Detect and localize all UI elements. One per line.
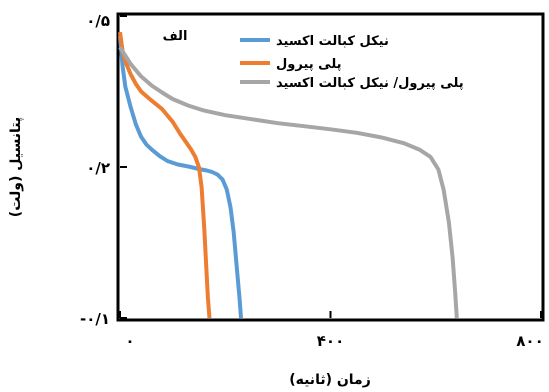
x-tick-label-0: ۰ <box>125 332 134 350</box>
series-layer <box>118 31 459 319</box>
legend: نیکل کبالت اکسید پلی پیرول پلی پیرول/ نی… <box>240 34 464 91</box>
series-line-0 <box>118 35 243 319</box>
x-axis-title: زمان (ثانیه) <box>289 372 371 388</box>
y-axis-title: پتانسیل (ولت) <box>8 117 24 217</box>
y-tick-label-0: ۰/۵ <box>86 12 110 30</box>
x-tick-label-1: ۴۰۰ <box>317 332 344 350</box>
x-tick-label-2: ۸۰۰ <box>516 332 543 350</box>
ticks-layer: ۰ ۴۰۰ ۸۰۰ ۰/۵ ۰/۲ -۰/۱ <box>80 12 544 350</box>
panel-label: الف <box>163 29 188 44</box>
legend-label-2: پلی پیرول/ نیکل کبالت اکسید <box>276 76 464 91</box>
series-line-2 <box>118 46 459 319</box>
plot-frame <box>116 12 545 322</box>
legend-label-1: پلی پیرول <box>276 57 342 72</box>
series-line-1 <box>118 31 212 319</box>
y-tick-label-1: ۰/۲ <box>86 159 110 177</box>
y-tick-label-2: -۰/۱ <box>80 310 110 328</box>
legend-label-0: نیکل کبالت اکسید <box>276 34 389 49</box>
